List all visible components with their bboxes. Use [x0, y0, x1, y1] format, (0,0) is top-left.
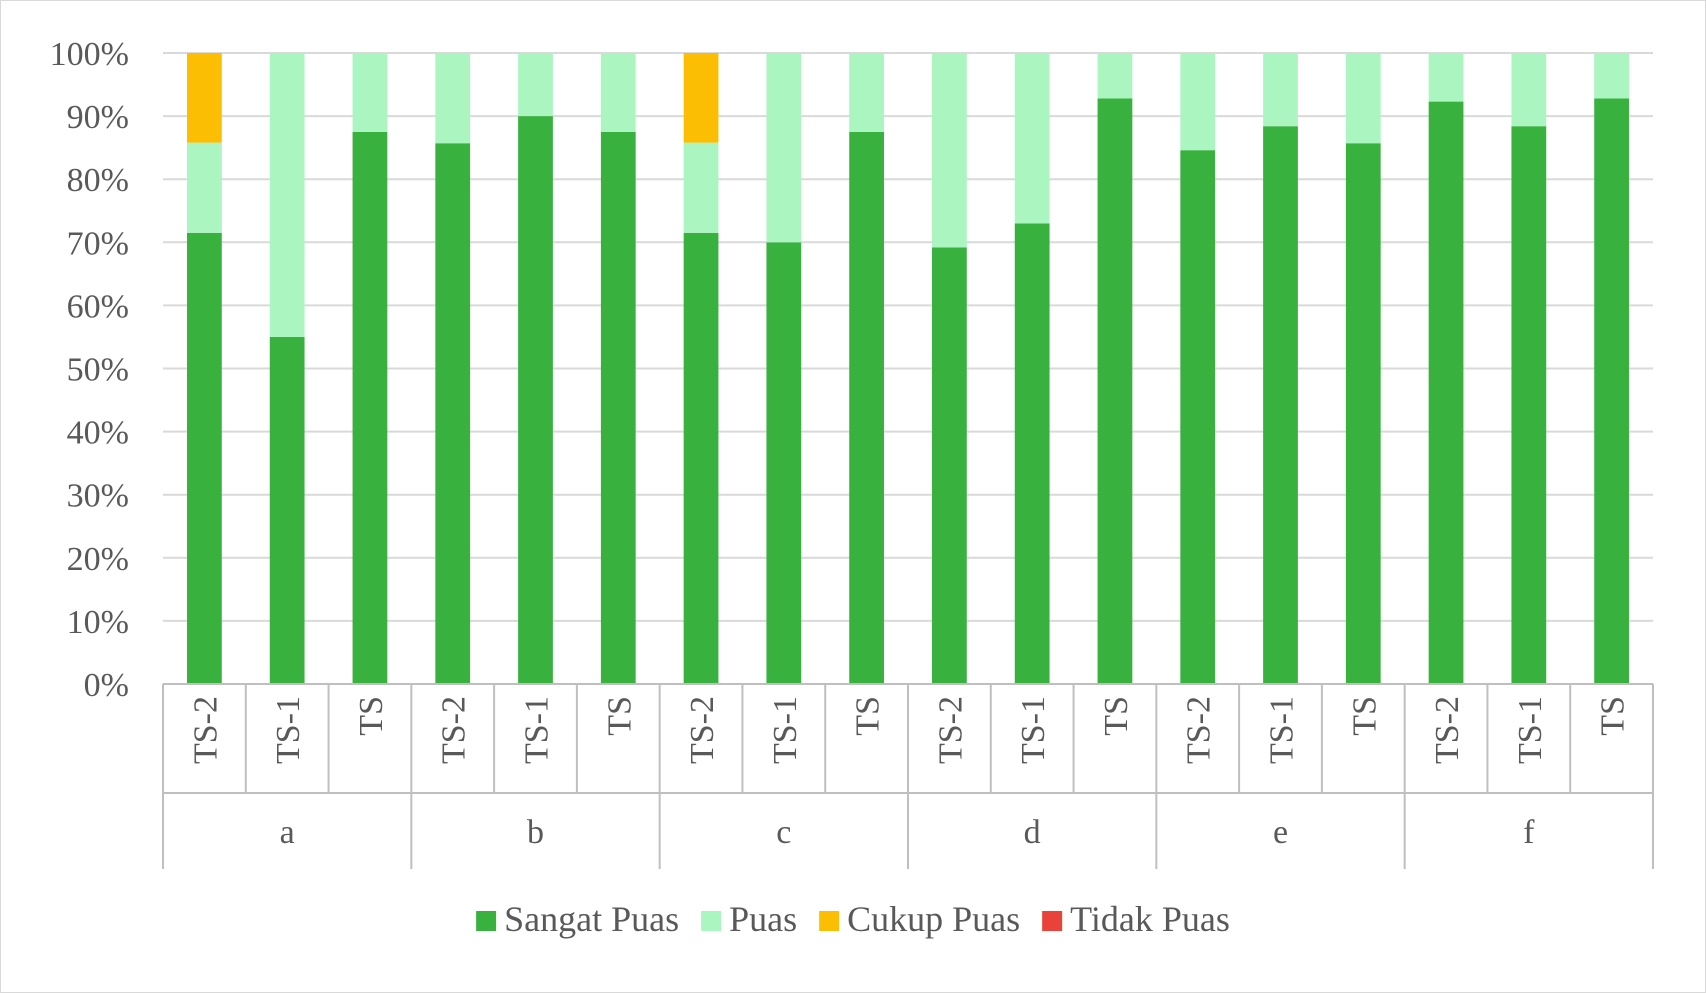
legend-label: Sangat Puas [504, 899, 679, 939]
bar-puas [435, 53, 471, 144]
bar-sangat-puas [269, 336, 305, 684]
x-category-label: TS [1346, 696, 1383, 736]
bar-puas [932, 53, 967, 248]
legend-label: Cukup Puas [847, 899, 1020, 939]
bar-cukup-puas [187, 53, 222, 143]
x-group-label: a [280, 814, 295, 851]
y-tick-label: 70% [67, 225, 129, 262]
y-tick-label: 30% [67, 478, 129, 515]
bar-cukup-puas [683, 53, 719, 143]
x-category-label: TS-1 [1264, 696, 1301, 764]
x-category-label: TS-1 [270, 696, 307, 764]
x-category-label: TS [1098, 696, 1135, 736]
y-tick-label: 0% [84, 667, 129, 704]
bar-sangat-puas [1014, 223, 1050, 684]
x-category-label: TS-2 [1429, 696, 1466, 764]
bar-sangat-puas [683, 232, 719, 684]
x-group-label: f [1523, 814, 1535, 851]
y-tick-label: 20% [67, 541, 129, 578]
x-category-label: TS-1 [767, 696, 804, 764]
x-category-label: TS [353, 696, 390, 736]
bar-sangat-puas [435, 143, 471, 684]
y-tick-label: 80% [67, 162, 129, 199]
bar-sangat-puas [1594, 98, 1629, 684]
bar-sangat-puas [352, 131, 388, 684]
bar-puas [1345, 53, 1381, 144]
y-tick-label: 100% [50, 36, 129, 73]
x-category-label: TS-1 [519, 696, 556, 764]
x-category-label: TS-2 [187, 696, 224, 764]
bar-puas [1511, 53, 1547, 127]
bar-sangat-puas [1345, 143, 1381, 684]
y-tick-label: 50% [67, 352, 129, 389]
bar-sangat-puas [1511, 126, 1547, 685]
x-category-label: TS-2 [436, 696, 473, 764]
x-category-label: TS-1 [1512, 696, 1549, 764]
bar-sangat-puas [1428, 101, 1464, 685]
x-category-label: TS-1 [1015, 696, 1052, 764]
y-tick-label: 60% [67, 288, 129, 325]
x-group-label: e [1273, 814, 1288, 851]
bar-puas [1097, 53, 1133, 99]
bar-puas [187, 142, 222, 233]
x-category-label: TS-2 [932, 696, 969, 764]
bar-sangat-puas [1180, 150, 1216, 684]
x-group-label: b [527, 814, 544, 851]
bar-sangat-puas [1263, 126, 1298, 685]
bar-sangat-puas [518, 116, 553, 685]
x-category-label: TS-2 [1181, 696, 1218, 764]
bar-puas [269, 53, 305, 337]
y-tick-label: 40% [67, 415, 129, 452]
legend-label: Tidak Puas [1070, 899, 1230, 939]
legend-swatch [1042, 911, 1063, 931]
bar-puas [352, 53, 388, 132]
x-category-label: TS [1595, 696, 1632, 736]
x-category-label: TS-2 [684, 696, 721, 764]
bar-puas [849, 53, 884, 132]
y-tick-label: 90% [67, 99, 129, 136]
bar-puas [1594, 53, 1629, 99]
legend-swatch [701, 911, 722, 931]
bar-sangat-puas [600, 131, 636, 684]
x-group-label: c [776, 814, 791, 851]
bar-puas [766, 53, 802, 243]
legend-swatch [819, 911, 840, 931]
bar-puas [600, 53, 636, 132]
bar-sangat-puas [766, 242, 802, 685]
bar-sangat-puas [187, 232, 222, 684]
bar-sangat-puas [932, 247, 967, 684]
bar-sangat-puas [849, 131, 884, 684]
x-group-label: d [1024, 814, 1041, 851]
bar-puas [1014, 53, 1050, 224]
legend-label: Puas [729, 899, 797, 939]
bar-puas [1428, 53, 1464, 102]
bar-puas [1263, 53, 1298, 127]
bar-puas [683, 142, 719, 233]
x-category-label: TS [601, 696, 638, 736]
x-category-label: TS [850, 696, 887, 736]
bar-sangat-puas [1097, 98, 1133, 684]
bar-puas [518, 53, 553, 117]
y-tick-label: 10% [67, 604, 129, 641]
bar-puas [1180, 53, 1216, 151]
legend-swatch [476, 911, 497, 931]
